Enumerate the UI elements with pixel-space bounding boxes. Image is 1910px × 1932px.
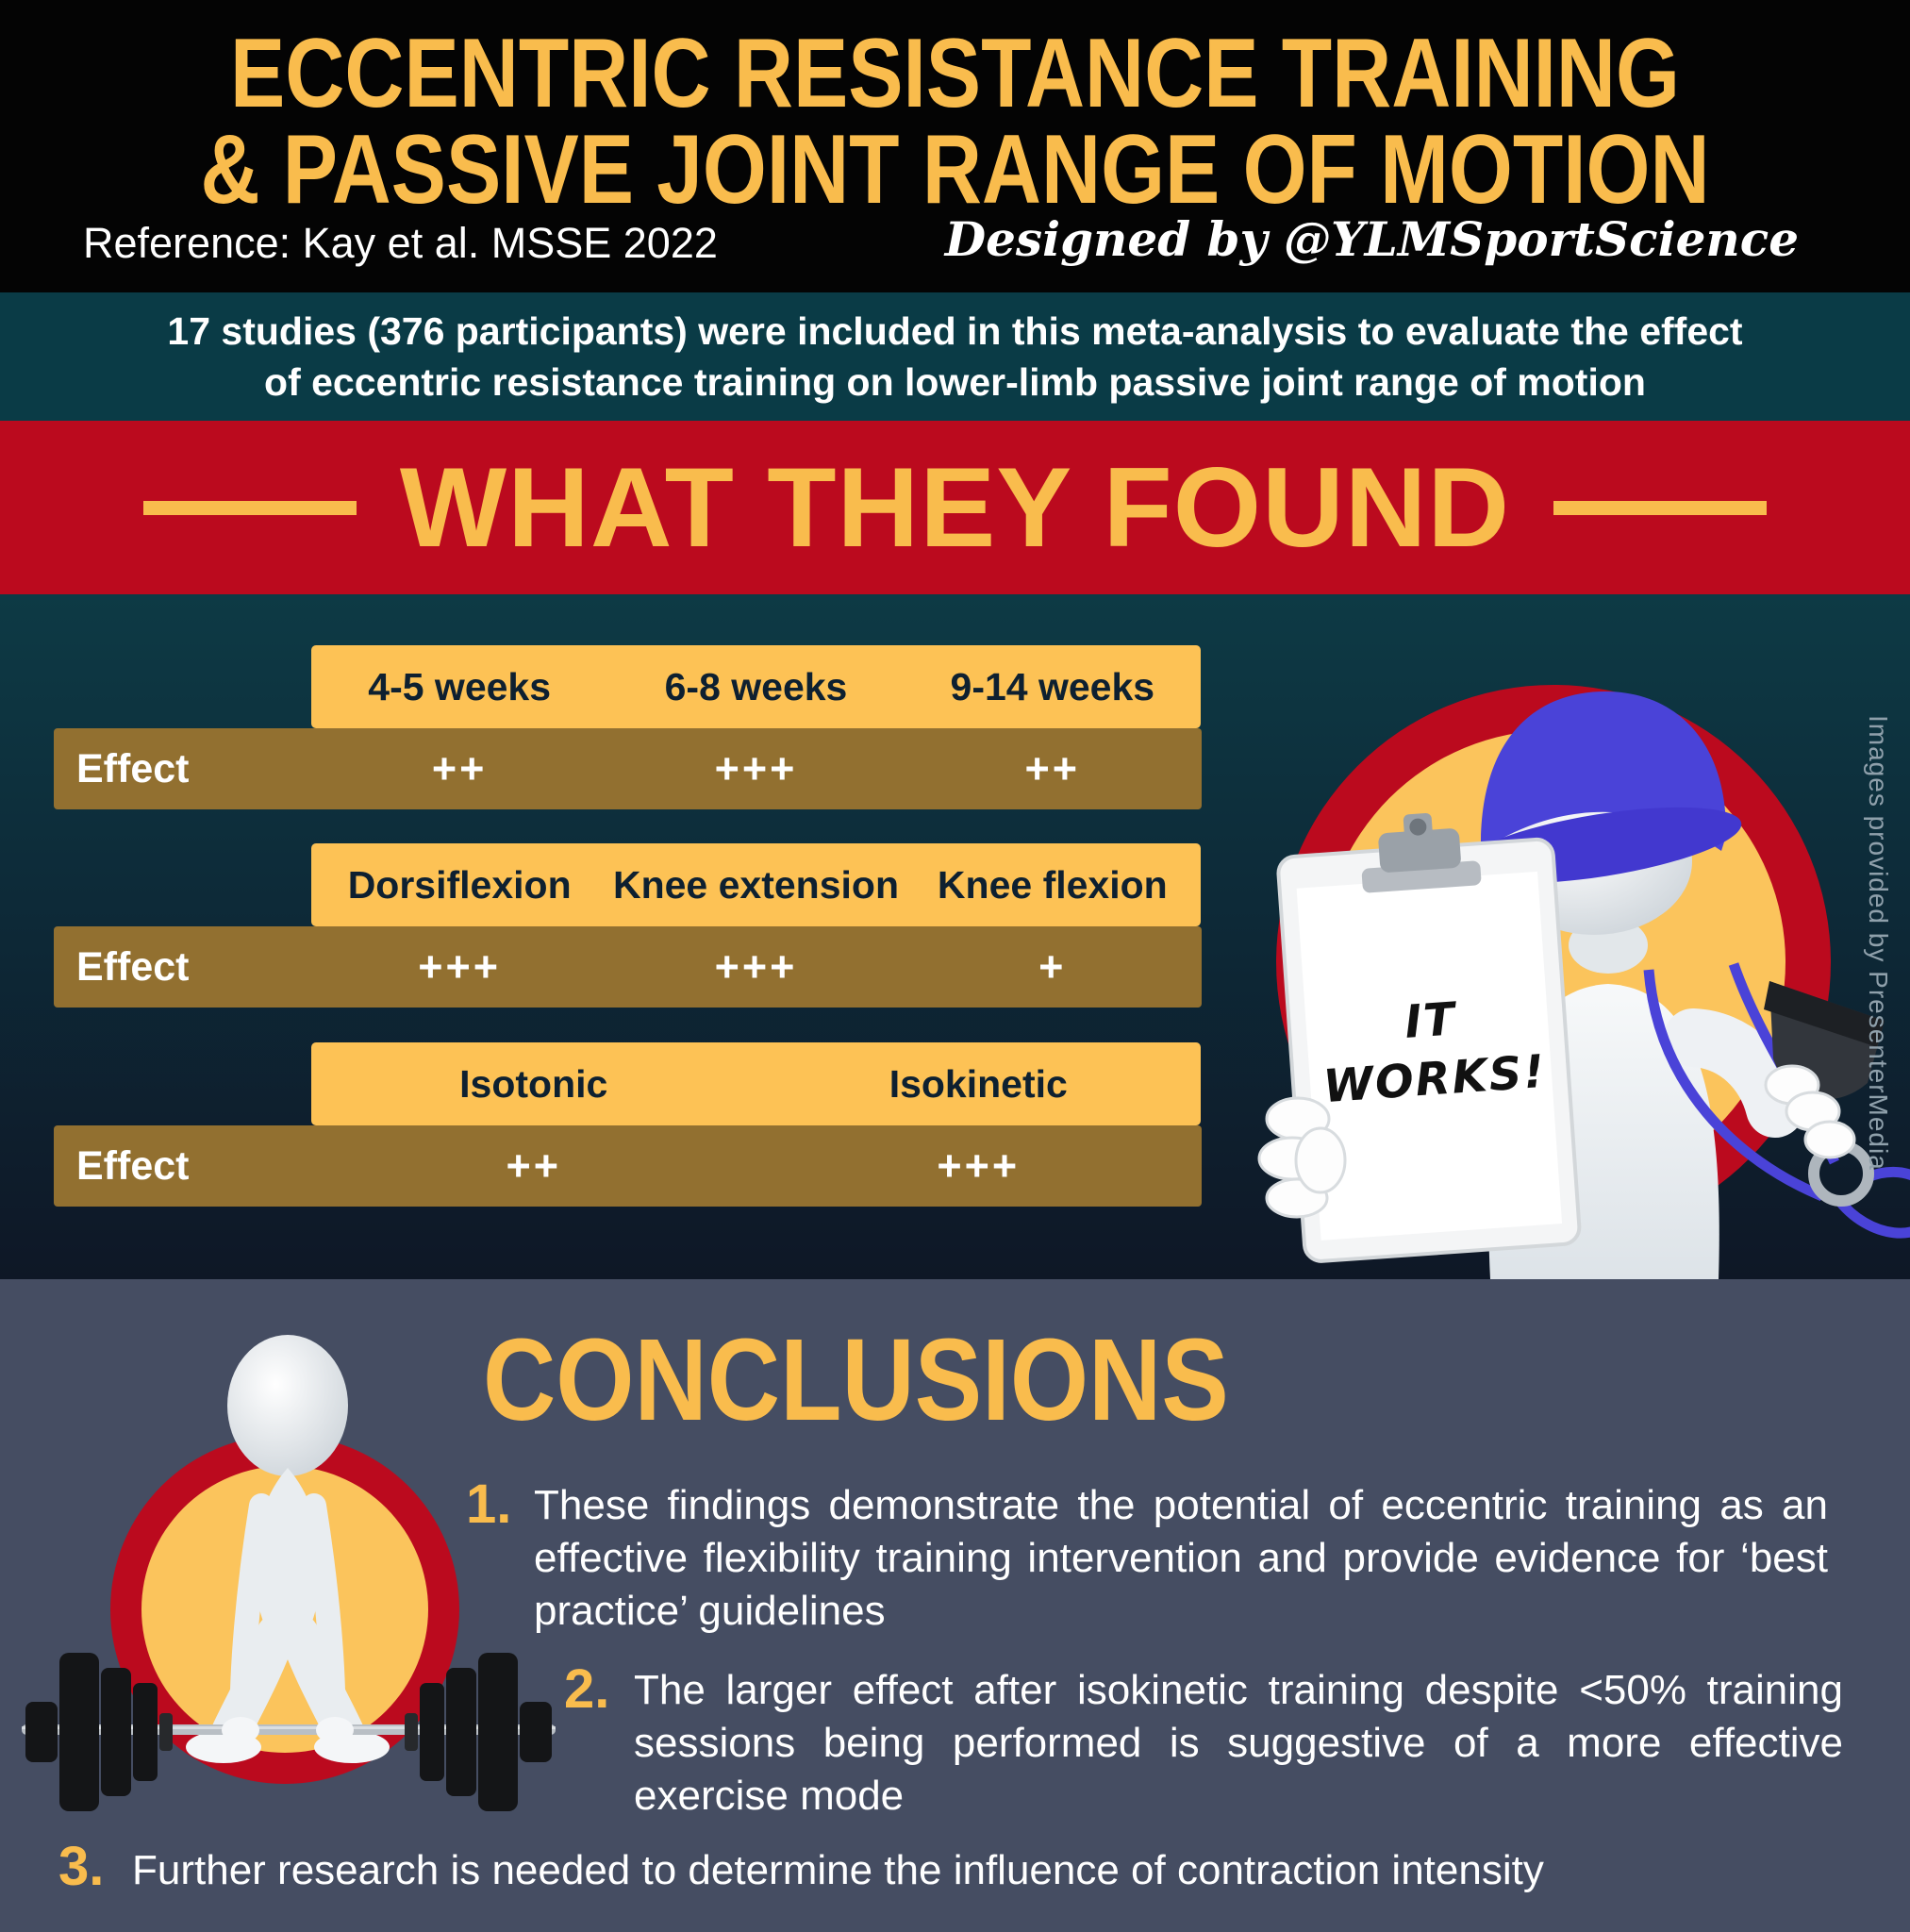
study-summary-line1: 17 studies (376 participants) were inclu… — [167, 308, 1743, 353]
effect-row-label: Effect — [76, 943, 190, 990]
effect-row-label: Effect — [76, 1142, 190, 1189]
barbell — [22, 1653, 556, 1811]
weightlifter-illustration — [22, 1335, 556, 1811]
table-header-cell: Knee flexion — [937, 862, 1168, 907]
header: ECCENTRIC RESISTANCE TRAINING & PASSIVE … — [0, 0, 1910, 292]
conclusion-number: 3. — [58, 1836, 105, 1897]
lifter-figure — [186, 1335, 390, 1763]
findings-section: 4-5 weeks 6-8 weeks 9-14 weeks Effect ++… — [0, 594, 1910, 1279]
findings-table-duration-header: 4-5 weeks 6-8 weeks 9-14 weeks — [311, 645, 1201, 728]
table-header-cell: 9-14 weeks — [950, 664, 1155, 708]
study-summary-band: 17 studies (376 participants) were inclu… — [0, 292, 1910, 421]
effect-value: ++ — [1024, 744, 1081, 792]
conclusions-title: CONCLUSIONS — [483, 1316, 1229, 1445]
conclusion-text: The larger effect after isokinetic train… — [634, 1667, 1843, 1819]
effect-value: +++ — [418, 942, 502, 991]
conclusion-text: These findings demonstrate the potential… — [534, 1482, 1828, 1634]
findings-table-duration-effects: Effect ++ +++ ++ — [54, 728, 1202, 809]
designer-credit: Designed by @YLMSportScience — [944, 211, 1799, 267]
table-header-cell: Knee extension — [612, 862, 900, 907]
banner-dash-right — [1553, 500, 1768, 515]
reference-text: Reference: Kay et al. MSSE 2022 — [83, 219, 718, 267]
whistle-icon — [1764, 981, 1885, 1207]
section-banner-title: WHAT THEY FOUND — [399, 444, 1511, 571]
table-header-cell: Isokinetic — [889, 1061, 1068, 1106]
conclusion-number: 1. — [466, 1474, 512, 1535]
findings-table-mode-header: Isotonic Isokinetic — [311, 1042, 1201, 1125]
conclusions-section: CONCLUSIONS 1. These findings demonstrat… — [0, 1279, 1910, 1932]
findings-table-joint-header: Dorsiflexion Knee extension Knee flexion — [311, 843, 1201, 926]
table-header-cell: Dorsiflexion — [347, 862, 572, 907]
clipboard: IT WORKS! — [1276, 813, 1582, 1263]
conclusion-text: Further research is needed to determine … — [132, 1847, 1544, 1893]
study-summary-line2: of eccentric resistance training on lowe… — [264, 360, 1646, 404]
effect-value: +++ — [714, 744, 798, 792]
coach-illustration: IT WORKS! — [1257, 685, 1910, 1279]
effect-value: + — [1038, 942, 1067, 991]
image-provider-credit: Images provided by PresenterMedia — [1864, 715, 1893, 1171]
conclusion-number: 2. — [564, 1658, 610, 1720]
effect-value: +++ — [937, 1141, 1021, 1190]
effect-value: ++ — [431, 744, 488, 792]
banner-dash-left — [142, 500, 357, 515]
table-header-cell: Isotonic — [459, 1061, 608, 1106]
effect-value: +++ — [714, 942, 798, 991]
findings-table-mode-effects: Effect ++ +++ — [54, 1125, 1202, 1207]
section-banner: WHAT THEY FOUND — [0, 421, 1910, 594]
page-title-line1: ECCENTRIC RESISTANCE TRAINING — [230, 19, 1680, 128]
table-header-cell: 4-5 weeks — [368, 664, 552, 708]
table-header-cell: 6-8 weeks — [664, 664, 848, 708]
coach-left-hand — [1257, 1096, 1347, 1219]
findings-table-joint-effects: Effect +++ +++ + — [54, 926, 1202, 1008]
page-title-line2: & PASSIVE JOINT RANGE OF MOTION — [200, 115, 1710, 225]
coach-sign-line1: IT — [1403, 992, 1460, 1049]
effect-row-label: Effect — [76, 745, 190, 791]
effect-value: ++ — [506, 1141, 562, 1190]
